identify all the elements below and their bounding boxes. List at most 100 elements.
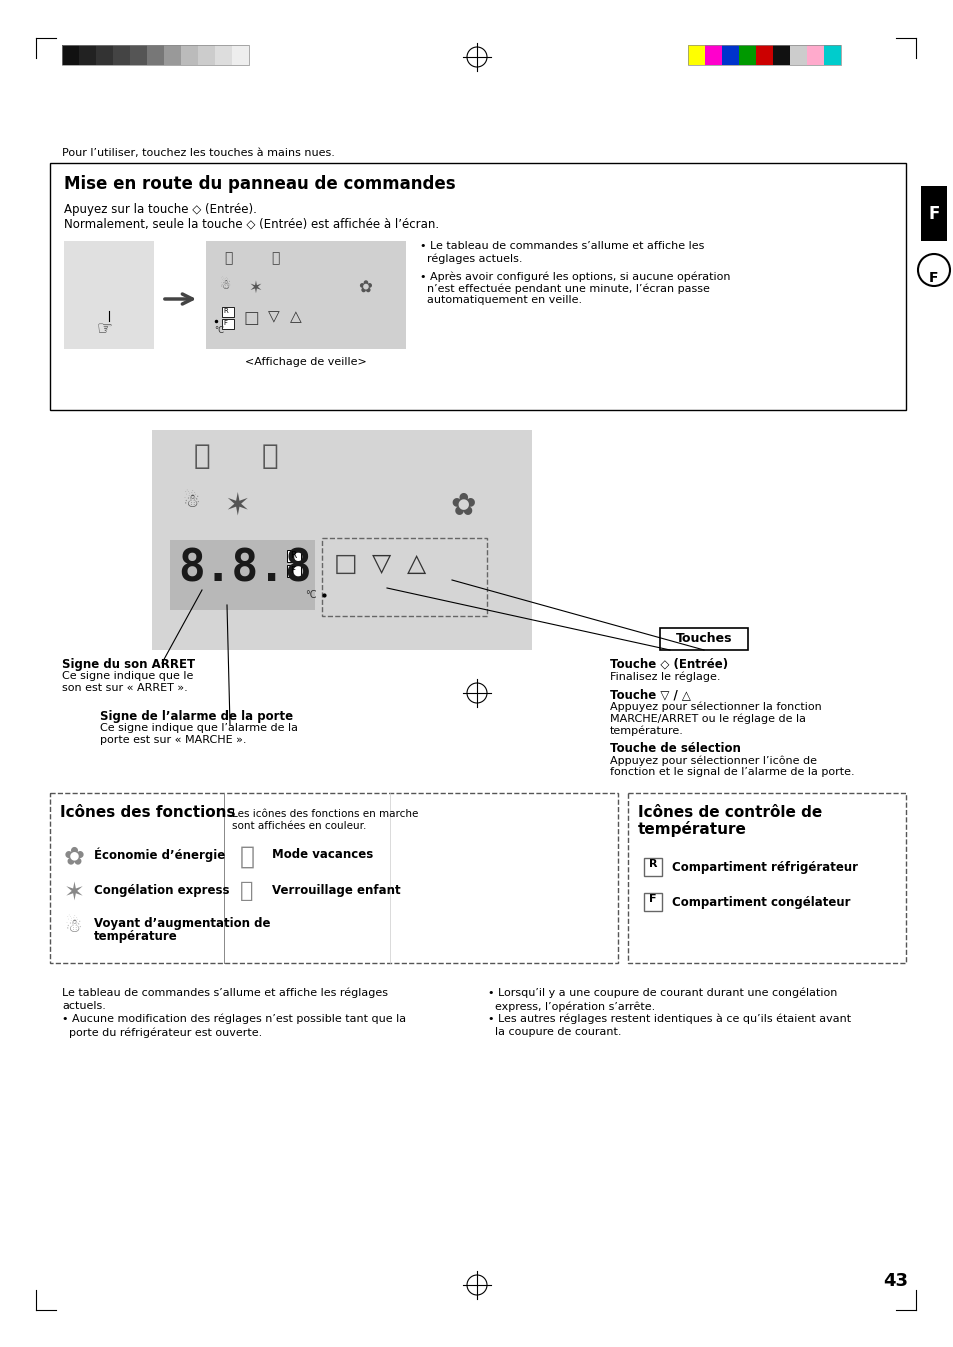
Text: Économie d’énergie: Économie d’énergie <box>94 849 225 862</box>
Bar <box>50 163 905 409</box>
Text: F: F <box>290 566 294 575</box>
Text: △: △ <box>407 552 426 577</box>
Bar <box>920 186 946 241</box>
Text: fonction et le signal de l’alarme de la porte.: fonction et le signal de l’alarme de la … <box>609 766 854 777</box>
Bar <box>112 44 130 65</box>
Bar <box>62 44 79 65</box>
Text: ☃: ☃ <box>220 279 231 292</box>
Bar <box>687 44 841 65</box>
Text: ⛴: ⛴ <box>262 442 278 470</box>
Text: Le tableau de commandes s’allume et affiche les réglages: Le tableau de commandes s’allume et affi… <box>62 987 388 998</box>
Bar <box>687 44 704 65</box>
Text: Mise en route du panneau de commandes: Mise en route du panneau de commandes <box>64 175 456 193</box>
Bar <box>789 44 806 65</box>
Text: F: F <box>927 205 939 224</box>
Bar <box>823 44 841 65</box>
Text: Voyant d’augmentation de: Voyant d’augmentation de <box>94 917 271 929</box>
Bar <box>181 44 198 65</box>
Text: son est sur « ARRET ».: son est sur « ARRET ». <box>62 683 188 692</box>
Text: MARCHE/ARRET ou le réglage de la: MARCHE/ARRET ou le réglage de la <box>609 713 805 723</box>
Text: Ce signe indique que l’alarme de la: Ce signe indique que l’alarme de la <box>100 723 297 733</box>
Text: F: F <box>649 894 656 904</box>
Bar <box>206 241 406 349</box>
Bar <box>62 44 249 65</box>
Text: ✶: ✶ <box>224 492 250 521</box>
Text: Icônes de contrôle de: Icônes de contrôle de <box>638 806 821 820</box>
Text: ⚿: ⚿ <box>224 251 233 265</box>
Text: Verrouillage enfant: Verrouillage enfant <box>272 884 400 897</box>
Bar <box>164 44 181 65</box>
Text: porte est sur « MARCHE ».: porte est sur « MARCHE ». <box>100 735 246 745</box>
Text: ✿: ✿ <box>357 279 372 296</box>
Text: Touche ◇ (Entrée): Touche ◇ (Entrée) <box>609 657 727 671</box>
Text: n’est effectuée pendant une minute, l’écran passe: n’est effectuée pendant une minute, l’éc… <box>419 283 709 294</box>
Text: △: △ <box>290 308 301 325</box>
Text: automatiquement en veille.: automatiquement en veille. <box>419 295 581 304</box>
Bar <box>287 550 301 562</box>
Bar <box>170 540 314 610</box>
Text: Congélation express: Congélation express <box>94 884 230 897</box>
Text: ✿: ✿ <box>450 492 475 521</box>
Bar <box>322 537 486 616</box>
Text: température: température <box>94 929 177 943</box>
Text: ☃: ☃ <box>182 492 199 511</box>
Text: express, l’opération s’arrête.: express, l’opération s’arrête. <box>488 1001 655 1012</box>
Text: °C: °C <box>213 326 224 335</box>
Bar <box>222 319 233 329</box>
Text: ▽: ▽ <box>268 308 279 325</box>
Text: ✶: ✶ <box>248 279 262 296</box>
Text: °C: °C <box>305 590 316 599</box>
Text: R: R <box>648 859 657 869</box>
Bar <box>704 44 721 65</box>
Text: • Après avoir configuré les options, si aucune opération: • Après avoir configuré les options, si … <box>419 271 730 282</box>
Text: Touches: Touches <box>675 632 732 645</box>
Text: 8.8.8: 8.8.8 <box>178 548 312 591</box>
Text: réglages actuels.: réglages actuels. <box>419 253 522 264</box>
Text: la coupure de courant.: la coupure de courant. <box>488 1026 620 1037</box>
Bar <box>198 44 214 65</box>
Text: ⛴: ⛴ <box>240 845 254 869</box>
Text: R: R <box>290 551 296 560</box>
Bar <box>147 44 164 65</box>
Text: Pour l’utiliser, touchez les touches à mains nues.: Pour l’utiliser, touchez les touches à m… <box>62 148 335 158</box>
Bar <box>79 44 96 65</box>
Text: Normalement, seule la touche ◇ (Entrée) est affichée à l’écran.: Normalement, seule la touche ◇ (Entrée) … <box>64 218 438 230</box>
Bar <box>214 44 232 65</box>
Text: • Lorsqu’il y a une coupure de courant durant une congélation: • Lorsqu’il y a une coupure de courant d… <box>488 987 837 998</box>
Text: ⚿: ⚿ <box>240 881 253 901</box>
Text: ⛴: ⛴ <box>271 251 279 265</box>
Text: • Les autres réglages restent identiques à ce qu’ils étaient avant: • Les autres réglages restent identiques… <box>488 1014 850 1025</box>
Text: Appuyez pour sélectionner l’icône de: Appuyez pour sélectionner l’icône de <box>609 756 816 765</box>
Bar <box>64 241 153 349</box>
Text: Appuyez pour sélectionner la fonction: Appuyez pour sélectionner la fonction <box>609 700 821 711</box>
Bar <box>643 858 661 876</box>
Bar <box>232 44 249 65</box>
Text: Ce signe indique que le: Ce signe indique que le <box>62 671 193 682</box>
Text: Touche de sélection: Touche de sélection <box>609 742 740 756</box>
Text: ✿: ✿ <box>64 845 85 869</box>
Bar <box>152 430 532 651</box>
Bar <box>287 564 301 577</box>
Text: Apuyez sur la touche ◇ (Entrée).: Apuyez sur la touche ◇ (Entrée). <box>64 203 256 216</box>
Bar <box>806 44 823 65</box>
Text: ✶: ✶ <box>64 881 85 905</box>
Text: <Affichage de veille>: <Affichage de veille> <box>245 357 367 366</box>
Bar <box>222 307 233 317</box>
Text: Compartiment congélateur: Compartiment congélateur <box>671 896 850 909</box>
Bar <box>627 793 905 963</box>
Text: porte du réfrigérateur est ouverte.: porte du réfrigérateur est ouverte. <box>62 1026 262 1037</box>
Text: ▽: ▽ <box>372 552 391 577</box>
Bar <box>772 44 789 65</box>
Bar <box>50 793 618 963</box>
Text: Touche ▽ / △: Touche ▽ / △ <box>609 688 690 700</box>
Text: R: R <box>223 308 228 314</box>
Text: □: □ <box>244 308 259 327</box>
Bar <box>755 44 772 65</box>
Bar <box>721 44 739 65</box>
Text: température: température <box>638 822 746 836</box>
Text: □: □ <box>334 552 357 577</box>
Text: température.: température. <box>609 725 683 735</box>
Text: 43: 43 <box>882 1272 907 1290</box>
Text: Icônes des fonctions: Icônes des fonctions <box>60 806 235 820</box>
Text: ☞: ☞ <box>96 319 112 337</box>
